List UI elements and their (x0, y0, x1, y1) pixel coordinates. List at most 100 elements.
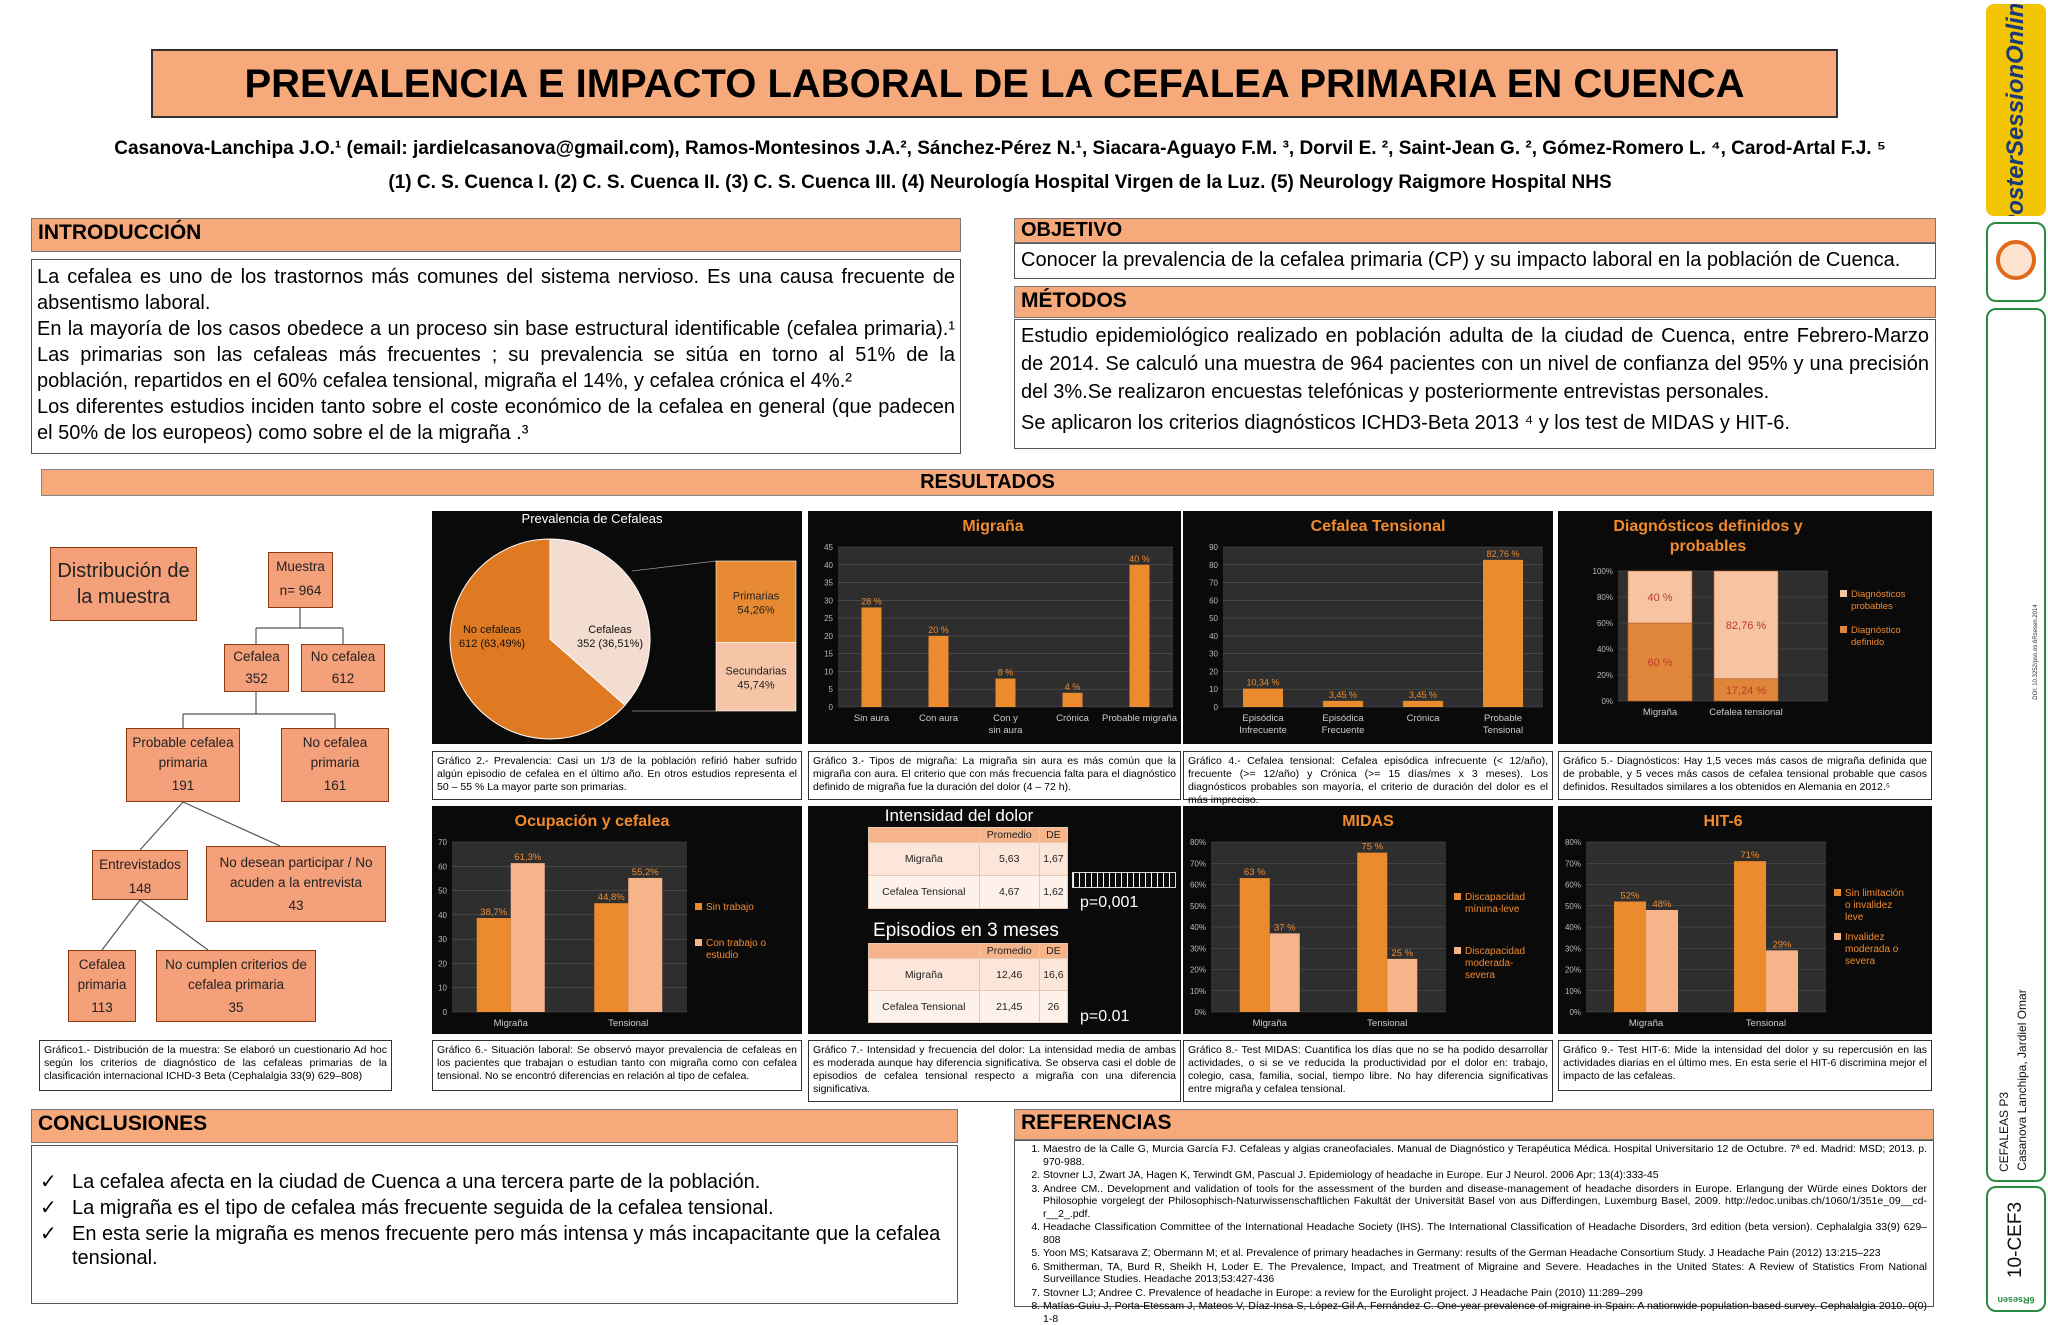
y-tick-label: 0 (829, 703, 834, 712)
tree-node-entrevistados: Entrevistados 148 (92, 850, 188, 900)
y-tick-label: 40% (1565, 923, 1581, 932)
y-tick-label: 80% (1597, 593, 1613, 602)
tree-title-text: Distribución de la muestra (57, 560, 190, 608)
referencias-body: Maestro de la Calle G, Murcia García FJ.… (1014, 1140, 1934, 1325)
legend-swatch (1454, 893, 1461, 900)
y-tick-label: 60% (1190, 881, 1206, 890)
resultados-heading: RESULTADOS (41, 469, 1934, 496)
tree-node-label: Cefalea (233, 649, 280, 664)
chart-ocupacion: Ocupación y cefalea 0 10 20 30 40 50 60 70 38,7% 6… (432, 806, 802, 1034)
table-cell: Cefalea Tensional (868, 990, 980, 1023)
tree-title: Distribución de la muestra (50, 547, 197, 621)
tree-node-label: No cefalea (310, 649, 376, 664)
metodos-p1: Estudio epidemiológico realizado en pobl… (1021, 325, 1929, 403)
y-tick-label: 20% (1190, 966, 1206, 975)
legend-label: Sin limitación (1845, 888, 1904, 899)
tree-node-label: No cefalea (302, 735, 368, 750)
data-label: 40 % (1129, 554, 1150, 564)
table-header-cell: DE (1038, 943, 1069, 959)
data-label: 75 % (1361, 842, 1383, 853)
x-tick-label: Crónica (1407, 713, 1440, 724)
data-label: 37 % (1274, 922, 1296, 933)
authors: Casanova-Lanchipa J.O.¹ (email: jardielc… (114, 138, 1886, 159)
data-label: 52% (1620, 891, 1640, 902)
bar (628, 877, 663, 1012)
data-label: 60 % (1647, 657, 1672, 669)
tree-node-nocefalea: No cefalea 612 (301, 644, 385, 692)
stack-bar (1713, 570, 1779, 679)
title-box: PREVALENCIA E IMPACTO LABORAL DE LA CEFA… (151, 49, 1838, 118)
bar (1403, 700, 1443, 707)
intro-p3: Los diferentes estudios inciden tanto so… (37, 396, 955, 444)
tree-node-value: 148 (128, 881, 152, 896)
tree-node-label-2: primaria (77, 977, 127, 992)
bar (995, 678, 1016, 707)
brand-label: PosterSessionOnline (2002, 4, 2029, 216)
objetivo-body: Conocer la prevalencia de la cefalea pri… (1014, 243, 1936, 279)
legend-swatch (1834, 889, 1841, 896)
legend-label: severa (1845, 956, 1875, 967)
tree-node-value: 43 (288, 898, 304, 913)
legend-label: Sin trabajo (706, 902, 754, 913)
y-tick-label: 70% (1190, 859, 1206, 868)
bar (1239, 878, 1270, 1012)
poster-code: CEFALEAS P3 (1997, 1091, 2011, 1173)
bar (1243, 688, 1283, 707)
legend-swatch (695, 939, 702, 946)
stack-bar (1627, 570, 1693, 624)
brand-badge: PosterSessionOnline (1986, 4, 2046, 216)
y-tick-label: 0% (1194, 1008, 1206, 1017)
y-tick-label: 80% (1565, 838, 1581, 847)
caption-g5: Gráfico 5.- Diagnósticos: Hay 1,5 veces … (1558, 751, 1932, 800)
x-tick-label: Cefalea tensional (1709, 707, 1782, 718)
legend-label: mínima-leve (1465, 904, 1520, 915)
table-cell: 1,62 (1038, 875, 1069, 909)
seal-badge (1986, 222, 2046, 302)
y-tick-label: 60 (1209, 596, 1218, 605)
y-tick-label: 90 (1209, 543, 1218, 552)
bar (928, 635, 949, 707)
data-label: 82,76 % (1486, 549, 1519, 559)
chart-migrana: Migraña 0 5 10 15 20 25 30 35 40 45 28 % Sin aura 20 … (808, 511, 1181, 744)
caption-g9: Gráfico 9.- Test HIT-6: Mide la intensid… (1558, 1040, 1932, 1091)
table-header-cell: DE (1038, 827, 1069, 843)
stack-label: Secundarias (725, 666, 787, 678)
legend-label-line: definido (1851, 637, 1884, 648)
y-tick-label: 80% (1190, 838, 1206, 847)
tree-node-label: Muestra (276, 559, 325, 574)
seal-icon (1996, 240, 2036, 280)
y-tick-label: 40 (824, 561, 833, 570)
sample-tree: Distribución de la muestra Muestra n= 96… (30, 530, 430, 1040)
chart-title: Diagnósticos definidos y (1613, 518, 1802, 535)
x-tick-label: Tensional (608, 1018, 648, 1029)
legend-label: Diagnósticos (1851, 589, 1906, 600)
y-tick-label: 30 (1209, 650, 1218, 659)
legend-swatch (1840, 626, 1847, 633)
x-tick-label: sin aura (989, 725, 1024, 736)
metodos-heading: MÉTODOS (1014, 286, 1936, 318)
legend-label: moderada- (1465, 958, 1513, 969)
scale-bar (1072, 872, 1176, 888)
y-tick-label: 15 (824, 650, 833, 659)
chart-svg: Diagnósticos definidos y probables 0% 20% 40… (1593, 518, 1906, 718)
chart-title-line: probables (1670, 538, 1747, 555)
list-item: Stovner LJ, Zwart JA, Hagen K, Terwindt … (1043, 1169, 1927, 1182)
episodios-table: Promedio DE Migraña 12,46 16,6 Cefalea T… (868, 943, 1069, 1023)
data-label: 20 % (928, 625, 949, 635)
conclusiones-body: La cefalea afecta en la ciudad de Cuenca… (31, 1145, 958, 1304)
stack-bar (1627, 622, 1693, 702)
data-label: 63 % (1244, 867, 1266, 878)
y-tick-label: 30 (438, 935, 447, 944)
code-badge: 10-CEF3 6Rsesen (1986, 1186, 2046, 1312)
tree-node-value: 191 (171, 778, 195, 793)
bar (510, 863, 545, 1012)
chart-intensidad: Intensidad del dolor Promedio DE Migraña… (808, 806, 1181, 1034)
y-tick-label: 45 (824, 543, 833, 552)
objetivo-text: Conocer la prevalencia de la cefalea pri… (1021, 249, 1901, 271)
info-strip: DOI: 10.3252/pso.es.6Rsesen.2014 CEFALEA… (1986, 308, 2046, 1182)
x-tick-label: Con aura (919, 713, 959, 724)
data-label: 44,8% (598, 892, 625, 903)
tree-node-label: No desean participar / No (219, 855, 373, 870)
stack-label: Primarias (733, 591, 780, 603)
data-label: 61,3% (514, 852, 541, 863)
